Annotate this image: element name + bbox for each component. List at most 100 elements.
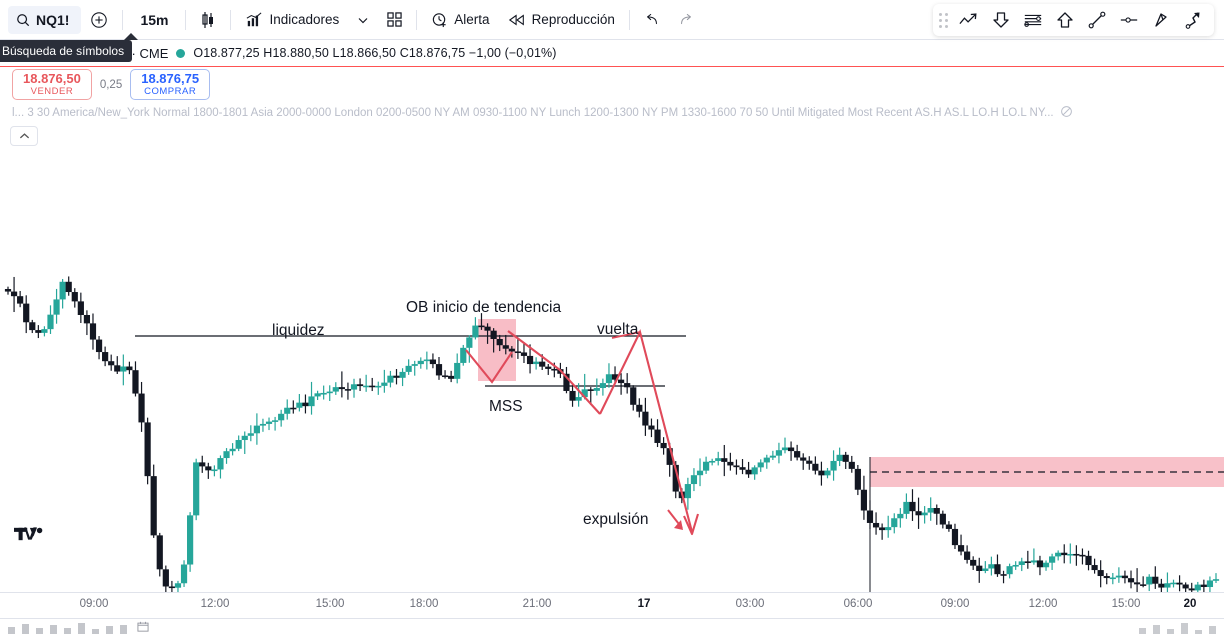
sell-price: 18.876,50	[23, 70, 81, 86]
undo-arrow-icon	[644, 13, 660, 27]
collapse-pane-button[interactable]	[10, 126, 38, 146]
arrow-up-icon[interactable]	[1050, 6, 1080, 34]
tradingview-logo	[14, 525, 44, 548]
candle-body	[842, 454, 849, 462]
candle-body	[180, 564, 188, 584]
zigzag-arrow-icon[interactable]	[954, 6, 984, 34]
candle-body	[951, 528, 959, 546]
candle-body	[508, 348, 515, 352]
candle-body	[702, 461, 710, 471]
candle-body	[168, 586, 175, 589]
candle-body	[126, 366, 133, 371]
candle-body	[775, 450, 783, 456]
chart-type-button[interactable]	[191, 6, 225, 34]
bottom-right-controls[interactable]	[1139, 622, 1216, 634]
undo-button[interactable]	[635, 6, 669, 34]
candle-body	[302, 402, 309, 407]
candle-body	[223, 451, 230, 459]
candle-body	[1170, 582, 1177, 585]
add-symbol-button[interactable]	[81, 6, 117, 34]
candle-body	[1188, 588, 1195, 591]
candle-body	[684, 484, 691, 499]
candle-body	[59, 281, 66, 300]
candle-body	[466, 337, 473, 348]
candle-body	[569, 390, 576, 401]
horizontal-lines-icon[interactable]	[1018, 6, 1048, 34]
candle-body	[520, 352, 528, 356]
candle-body	[587, 389, 594, 391]
candlestick-chart[interactable]: liquidez OB inicio de tendencia vuelta M…	[0, 124, 1224, 592]
buy-button[interactable]: 18.876,75 COMPRAR	[130, 68, 211, 101]
layout-button[interactable]	[378, 6, 411, 34]
candle-body	[393, 375, 400, 378]
candle-body	[53, 299, 60, 315]
candle-body	[690, 475, 698, 485]
bottom-status-bar	[0, 618, 1224, 636]
timeframe-button[interactable]: 15m	[140, 11, 169, 28]
arrow-outline-icon[interactable]	[1146, 6, 1176, 34]
indicators-dropdown-button[interactable]	[348, 6, 378, 34]
candle-body	[800, 457, 807, 461]
candle-body	[660, 442, 667, 449]
ray-dot-icon[interactable]	[1114, 6, 1144, 34]
candle-body	[417, 360, 424, 365]
indicator-legend[interactable]: l... 3 30 America/New_York Normal 1800-1…	[0, 102, 1224, 124]
redo-button[interactable]	[669, 6, 703, 34]
high-label: H	[263, 46, 273, 60]
candle-body	[1158, 583, 1165, 588]
time-axis[interactable]: 09:00 12:00 15:00 18:00 21:00 17 03:00 06:00 09:…	[0, 592, 1224, 618]
line-dots-icon[interactable]	[1082, 6, 1112, 34]
candle-body	[860, 489, 868, 511]
replay-button[interactable]: Reproducción	[499, 6, 624, 34]
candle-body	[1206, 580, 1214, 588]
candle-body	[478, 325, 485, 328]
candle-body	[350, 384, 358, 390]
candle-body	[575, 397, 582, 401]
chart-area[interactable]: liquidez OB inicio de tendencia vuelta M…	[0, 124, 1224, 592]
candle-body	[976, 565, 983, 571]
candle-body	[296, 402, 303, 408]
candle-body	[830, 460, 837, 471]
symbol-search-button[interactable]: NQ1!	[8, 5, 82, 34]
candle-body	[1127, 578, 1135, 583]
candle-body	[994, 564, 1001, 575]
candle-body	[696, 470, 704, 476]
indicators-button[interactable]: Indicadores	[236, 6, 348, 34]
candle-body	[757, 462, 764, 468]
candle-body	[1024, 561, 1031, 563]
candle-body	[1200, 584, 1207, 588]
candle-body	[1109, 577, 1116, 580]
order-ticket-bar: 18.876,50 VENDER 0,25 18.876,75 COMPRAR	[0, 66, 1224, 102]
close-label: C	[399, 46, 409, 60]
candle-body	[369, 385, 376, 388]
alarm-plus-icon	[431, 11, 448, 28]
sell-button[interactable]: 18.876,50 VENDER	[12, 68, 92, 101]
annotation-vuelta: vuelta	[597, 321, 639, 338]
candle-body	[338, 387, 345, 390]
calendar-icon[interactable]	[137, 621, 149, 635]
drag-handle-icon[interactable]	[939, 12, 948, 28]
bottom-tabs[interactable]	[8, 622, 127, 634]
eye-off-icon[interactable]	[1060, 105, 1073, 121]
candle-body	[709, 460, 716, 463]
candle-body	[666, 448, 673, 465]
candle-body	[193, 462, 200, 516]
arrow-filled-icon[interactable]	[1178, 6, 1208, 34]
candle-body	[144, 422, 151, 477]
annotation-ob: OB inicio de tendencia	[406, 299, 561, 316]
candle-body	[150, 476, 157, 536]
candle-body	[120, 366, 127, 372]
candle-body	[10, 291, 18, 297]
sell-label: VENDER	[30, 85, 74, 97]
candle-body	[472, 325, 479, 338]
symbol-search-tooltip: Búsqueda de símbolos	[0, 40, 133, 62]
buy-price: 18.876,75	[141, 70, 200, 86]
arrow-down-icon[interactable]	[986, 6, 1016, 34]
alert-button[interactable]: Alerta	[422, 6, 498, 34]
candle-body	[787, 447, 795, 452]
candle-body	[114, 365, 121, 372]
candle-body	[885, 527, 892, 531]
candle-body	[630, 387, 637, 405]
candle-body	[102, 352, 109, 362]
close-value: 18.876,75	[408, 46, 466, 60]
